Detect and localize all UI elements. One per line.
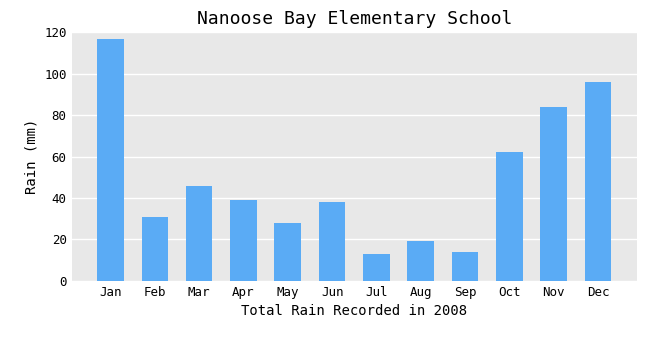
Bar xyxy=(230,200,257,281)
X-axis label: Total Rain Recorded in 2008: Total Rain Recorded in 2008 xyxy=(241,304,467,318)
Bar xyxy=(142,217,168,281)
Bar xyxy=(363,254,390,281)
Bar xyxy=(540,107,567,281)
Title: Nanoose Bay Elementary School: Nanoose Bay Elementary School xyxy=(196,10,512,28)
Y-axis label: Rain (mm): Rain (mm) xyxy=(25,119,38,194)
Bar xyxy=(408,242,434,281)
Bar xyxy=(186,186,213,281)
Bar xyxy=(496,152,523,281)
Bar xyxy=(274,223,301,281)
Bar xyxy=(452,252,478,281)
Bar xyxy=(585,82,611,281)
Bar xyxy=(318,202,345,281)
Bar xyxy=(98,39,124,281)
